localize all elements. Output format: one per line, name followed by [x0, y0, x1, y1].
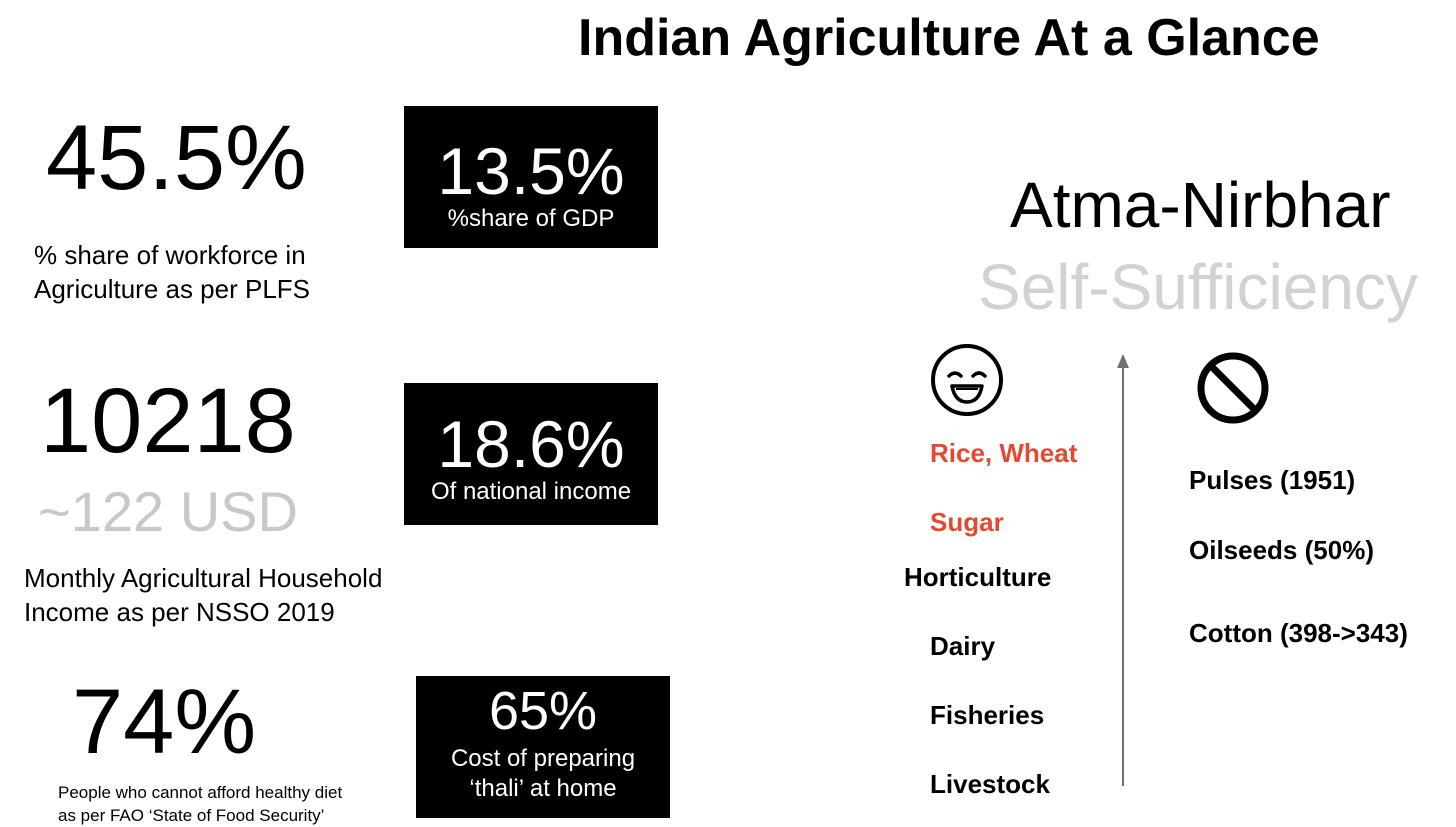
gdp-share-box: 13.5% %share of GDP — [404, 106, 658, 248]
diet-stat-value: 74% — [72, 671, 257, 773]
thali-cost-value: 65% — [488, 681, 598, 741]
workforce-caption-line1: % share of workforce in — [34, 240, 306, 270]
income-caption-line1: Monthly Agricultural Household — [24, 563, 383, 593]
gdp-share-value: 13.5% — [437, 134, 625, 208]
national-income-box: 18.6% Of national income — [404, 383, 658, 525]
income-caption-line2: Income as per NSSO 2019 — [24, 597, 335, 627]
sufficient-item: Rice, Wheat — [930, 438, 1078, 468]
not-sufficient-item: Cotton (398->343) — [1189, 618, 1408, 648]
sufficient-item: Livestock — [930, 769, 1050, 799]
up-arrow-icon — [1117, 354, 1129, 786]
national-income-value: 18.6% — [437, 407, 625, 481]
gdp-share-label: %share of GDP — [447, 205, 615, 232]
workforce-caption: % share of workforce in Agriculture as p… — [34, 238, 310, 306]
diet-caption-line2: as per FAO ‘State of Food Security’ — [58, 806, 325, 825]
thali-cost-label-line1: Cost of preparing — [450, 745, 636, 772]
income-stat-value: 10218 — [40, 370, 296, 472]
page-title: Indian Agriculture At a Glance — [578, 9, 1320, 67]
not-sufficient-item: Pulses (1951) — [1189, 465, 1356, 495]
workforce-stat-value: 45.5% — [46, 107, 307, 209]
laughing-face-icon — [931, 344, 1003, 416]
not-sufficient-item: Oilseeds (50%) — [1189, 535, 1374, 565]
thali-cost-box: 65% Cost of preparing ‘thali’ at home — [416, 676, 670, 818]
sufficient-item: Fisheries — [930, 700, 1045, 730]
self-sufficiency-subheading: Self-Sufficiency — [978, 251, 1418, 323]
income-usd-value: ~122 USD — [38, 480, 298, 543]
sufficient-item: Horticulture — [904, 562, 1052, 592]
diet-caption-line1: People who cannot afford healthy diet — [58, 783, 343, 802]
atma-nirbhar-heading: Atma-Nirbhar — [1010, 169, 1391, 241]
sufficient-item: Dairy — [930, 631, 996, 661]
prohibited-icon — [1197, 352, 1269, 424]
thali-cost-label-line2: ‘thali’ at home — [469, 775, 617, 802]
workforce-caption-line2: Agriculture as per PLFS — [34, 274, 311, 304]
national-income-label: Of national income — [430, 478, 632, 505]
diet-caption: People who cannot afford healthy diet as… — [58, 781, 342, 827]
sufficient-item: Sugar — [930, 507, 1004, 537]
income-caption: Monthly Agricultural Household Income as… — [24, 561, 382, 629]
